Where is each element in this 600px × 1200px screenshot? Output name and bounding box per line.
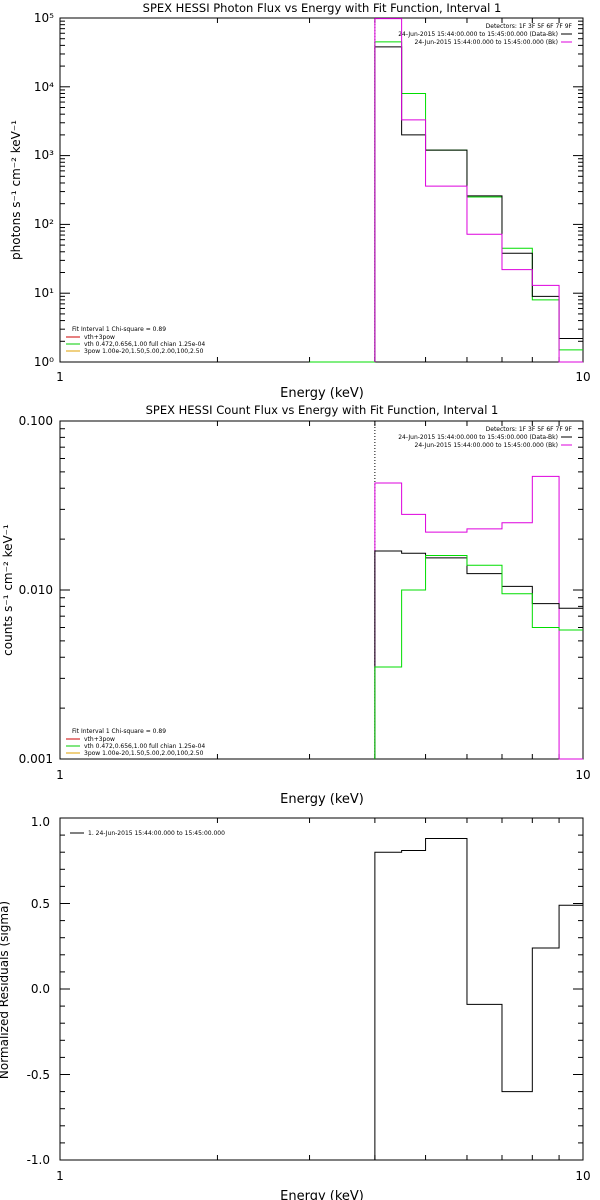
count-flux-series [60, 420, 583, 760]
legend-bk: 24-Jun-2015 15:44:00.000 to 15:45:00.000… [415, 442, 558, 449]
photon-flux-series [60, 17, 583, 363]
residuals-series [60, 817, 583, 1161]
x-tick-label: 1 [56, 1169, 64, 1183]
legend-fit-interval: Fit Interval 1 Chi-square = 0.89 [72, 728, 166, 735]
y-tick-label: 10⁰ [34, 355, 54, 369]
count-flux-plot-area [59, 420, 584, 760]
count-flux-xlabel: Energy (keV) [280, 792, 364, 807]
photon-flux-ylabel: photons s⁻¹ cm⁻² keV⁻¹ [9, 120, 23, 260]
photon-flux-title: SPEX HESSI Photon Flux vs Energy with Fi… [143, 1, 502, 15]
legend-interval: 1. 24-Jun-2015 15:44:00.000 to 15:45:00.… [88, 830, 225, 837]
series-1-line [374, 46, 583, 362]
photon-flux-y-ticks: 10⁰ 10¹ 10² 10³ 10⁴ 10⁵ [34, 11, 54, 369]
y-tick-label: -0.5 [27, 1068, 50, 1082]
legend-fit-interval: Fit Interval 1 Chi-square = 0.89 [72, 326, 166, 333]
y-tick-label: 10⁴ [34, 80, 54, 94]
y-tick-label: 10³ [34, 148, 54, 162]
y-tick-label: 0.5 [31, 897, 50, 911]
residuals-ylabel: Normalized Residuals (sigma) [0, 901, 11, 1079]
photon-flux-x-ticks: 1 10 [56, 370, 590, 384]
residuals-xlabel: Energy (keV) [280, 1189, 364, 1200]
y-tick-label: 0.100 [19, 414, 53, 428]
series-0-line [374, 475, 583, 760]
legend-data-bk: 24-Jun-2015 15:44:00.000 to 15:45:00.000… [398, 434, 558, 441]
photon-flux-legend-top: Detectors: 1F 3F 5F 6F 7F 9F 24-Jun-2015… [398, 23, 572, 46]
x-tick-label: 1 [56, 370, 64, 384]
count-flux-legend-bottom: Fit Interval 1 Chi-square = 0.89 vth+3po… [66, 728, 205, 757]
y-tick-label: 0.010 [19, 583, 53, 597]
photon-flux-legend-bottom: Fit Interval 1 Chi-square = 0.89 vth+3po… [66, 326, 205, 355]
legend-data-bk: 24-Jun-2015 15:44:00.000 to 15:45:00.000… [398, 31, 558, 38]
photon-flux-plot-area [59, 17, 584, 363]
y-tick-label: 10⁵ [34, 11, 54, 25]
legend-vth: vth 0.472,0.656,1.00 full chian 1.25e-04 [84, 341, 205, 348]
photon-flux-panel: SPEX HESSI Photon Flux vs Energy with Fi… [9, 1, 591, 401]
x-tick-label: 1 [56, 768, 64, 782]
legend-detectors: Detectors: 1F 3F 5F 6F 7F 9F [486, 23, 573, 30]
series-2-line [374, 555, 583, 759]
photon-flux-xlabel: Energy (keV) [280, 386, 364, 401]
y-tick-label: 10² [34, 217, 54, 231]
legend-detectors: Detectors: 1F 3F 5F 6F 7F 9F [486, 426, 573, 433]
series-0-line [309, 41, 583, 363]
series-1-line [374, 550, 583, 759]
y-tick-label: -1.0 [27, 1153, 50, 1167]
count-flux-ylabel: counts s⁻¹ cm⁻² keV⁻¹ [1, 524, 15, 656]
series-0-line [374, 838, 583, 1160]
residuals-panel: Normalized Residuals (sigma) Energy (keV… [0, 815, 591, 1200]
count-flux-panel: SPEX HESSI Count Flux vs Energy with Fit… [1, 403, 591, 807]
residuals-x-ticks: 1 10 [56, 1169, 590, 1183]
legend-bk: 24-Jun-2015 15:44:00.000 to 15:45:00.000… [415, 39, 558, 46]
count-flux-x-ticks: 1 10 [56, 768, 590, 782]
count-flux-legend-top: Detectors: 1F 3F 5F 6F 7F 9F 24-Jun-2015… [398, 426, 572, 449]
residuals-y-ticks: -1.0 -0.5 0.0 0.5 1.0 [27, 815, 50, 1167]
x-tick-label: 10 [575, 370, 590, 384]
residuals-legend: 1. 24-Jun-2015 15:44:00.000 to 15:45:00.… [70, 830, 225, 837]
x-tick-label: 10 [575, 1169, 590, 1183]
legend-3pow: 3pow 1.00e-20,1.50,5.00,2.00,100,2.50 [84, 348, 204, 355]
series-2-line [374, 18, 583, 363]
count-flux-title: SPEX HESSI Count Flux vs Energy with Fit… [146, 403, 499, 417]
legend-3pow: 3pow 1.00e-20,1.50,5.00,2.00,100,2.50 [84, 750, 204, 757]
legend-vth3pow: vth+3pow [84, 736, 115, 743]
y-tick-label: 0.001 [19, 752, 53, 766]
legend-vth3pow: vth+3pow [84, 334, 115, 341]
x-tick-label: 10 [575, 768, 590, 782]
legend-vth: vth 0.472,0.656,1.00 full chian 1.25e-04 [84, 743, 205, 750]
y-tick-label: 1.0 [31, 815, 50, 829]
residuals-plot-area [59, 817, 584, 1161]
count-flux-y-ticks: 0.001 0.010 0.100 [19, 414, 53, 766]
y-tick-label: 10¹ [34, 286, 54, 300]
y-tick-label: 0.0 [31, 982, 50, 996]
